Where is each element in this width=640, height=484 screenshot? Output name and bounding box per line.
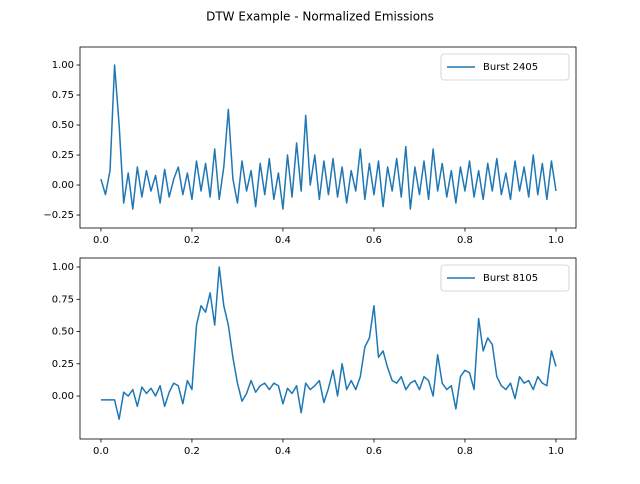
x-tick-label: 0.8 (457, 446, 473, 457)
x-tick-label: 0.0 (93, 446, 109, 457)
x-tick-label: 0.2 (184, 446, 200, 457)
axes-frame (79, 257, 577, 440)
axes-frame (79, 46, 577, 229)
series-line (100, 64, 557, 210)
x-tick-label: 0.0 (93, 235, 109, 246)
legend-box (440, 53, 570, 81)
y-tick-label: 0.25 (52, 359, 74, 370)
y-tick-label: 0.50 (52, 327, 74, 338)
series-line (100, 266, 557, 421)
x-tick-label: 0.8 (457, 235, 473, 246)
legend-label: Burst 8105 (483, 273, 538, 284)
legend-box (440, 264, 570, 292)
x-tick-label: 0.6 (366, 446, 382, 457)
y-tick-label: 0.75 (52, 294, 74, 305)
x-tick-label: 0.4 (275, 235, 291, 246)
x-tick-label: 1.0 (548, 235, 564, 246)
y-tick-label: 1.00 (52, 262, 74, 273)
x-tick-label: 1.0 (548, 446, 564, 457)
y-tick-label: −0.25 (43, 210, 74, 221)
y-tick-label: 1.00 (52, 60, 74, 71)
y-tick-label: 0.00 (52, 391, 74, 402)
y-tick-label: 0.75 (52, 90, 74, 101)
figure-title: DTW Example - Normalized Emissions (206, 10, 434, 24)
x-tick-label: 0.6 (366, 235, 382, 246)
y-tick-label: 0.00 (52, 180, 74, 191)
y-tick-label: 0.50 (52, 120, 74, 131)
x-tick-label: 0.4 (275, 446, 291, 457)
x-tick-label: 0.2 (184, 235, 200, 246)
legend-label: Burst 2405 (483, 62, 538, 73)
y-tick-label: 0.25 (52, 150, 74, 161)
